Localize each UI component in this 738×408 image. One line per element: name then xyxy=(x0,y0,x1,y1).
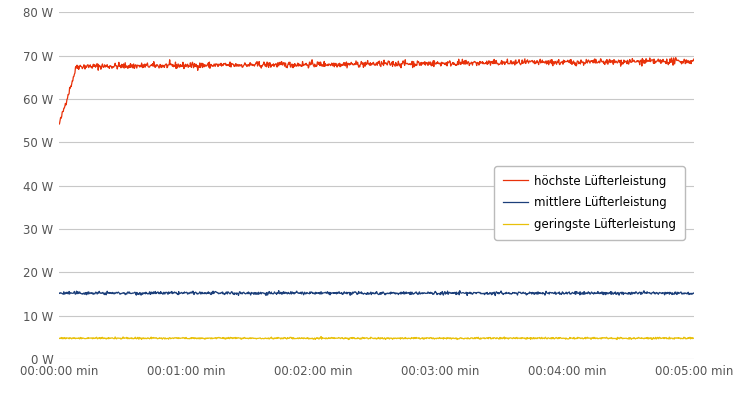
mittlere Lüfterleistung xyxy=(55,290,63,295)
Legend: höchste Lüfterleistung, mittlere Lüfterleistung, geringste Lüfterleistung: höchste Lüfterleistung, mittlere Lüfterl… xyxy=(494,166,685,239)
mittlere Lüfterleistung xyxy=(162,290,170,295)
mittlere Lüfterleistung xyxy=(389,290,398,295)
höchste Lüfterleistung xyxy=(672,55,680,60)
Line: höchste Lüfterleistung: höchste Lüfterleistung xyxy=(59,58,694,124)
höchste Lüfterleistung xyxy=(55,122,63,126)
geringste Lüfterleistung xyxy=(139,335,148,340)
mittlere Lüfterleistung xyxy=(275,288,283,293)
mittlere Lüfterleistung xyxy=(331,291,339,296)
geringste Lüfterleistung xyxy=(689,336,698,341)
höchste Lüfterleistung xyxy=(388,64,397,69)
mittlere Lüfterleistung xyxy=(491,293,500,298)
geringste Lüfterleistung xyxy=(162,336,170,341)
höchste Lüfterleistung xyxy=(689,57,698,62)
höchste Lüfterleistung xyxy=(162,62,170,67)
höchste Lüfterleistung xyxy=(330,64,339,69)
geringste Lüfterleistung xyxy=(55,336,63,341)
höchste Lüfterleistung xyxy=(139,62,148,67)
höchste Lüfterleistung xyxy=(269,63,277,68)
geringste Lüfterleistung xyxy=(344,337,353,342)
geringste Lüfterleistung xyxy=(269,336,277,341)
höchste Lüfterleistung xyxy=(401,61,410,66)
geringste Lüfterleistung xyxy=(402,336,411,341)
geringste Lüfterleistung xyxy=(331,335,339,340)
Line: mittlere Lüfterleistung: mittlere Lüfterleistung xyxy=(59,290,694,295)
Line: geringste Lüfterleistung: geringste Lüfterleistung xyxy=(59,337,694,339)
mittlere Lüfterleistung xyxy=(269,291,277,296)
mittlere Lüfterleistung xyxy=(689,290,698,295)
mittlere Lüfterleistung xyxy=(402,290,411,295)
geringste Lüfterleistung xyxy=(389,336,398,341)
geringste Lüfterleistung xyxy=(317,334,325,339)
mittlere Lüfterleistung xyxy=(139,290,148,295)
